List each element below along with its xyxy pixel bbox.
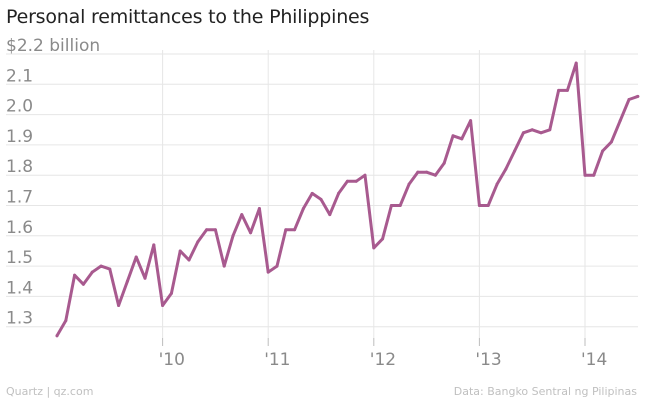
data-point xyxy=(416,170,420,174)
footer-credit: Quartz | qz.com xyxy=(6,385,94,398)
data-point xyxy=(310,191,314,195)
data-point xyxy=(530,128,534,132)
data-point xyxy=(407,182,411,186)
data-point xyxy=(196,240,200,244)
data-point xyxy=(565,88,569,92)
data-point xyxy=(601,149,605,153)
data-point xyxy=(55,334,59,338)
data-point xyxy=(187,258,191,262)
data-point xyxy=(354,179,358,183)
data-point xyxy=(240,213,244,217)
data-point xyxy=(73,273,77,277)
data-point xyxy=(257,207,261,211)
data-point xyxy=(81,282,85,286)
y-tick-label: 2.0 xyxy=(6,97,33,117)
data-point xyxy=(205,228,209,232)
x-tick-label: '14 xyxy=(581,350,607,370)
x-tick-label: '11 xyxy=(264,350,290,370)
data-point xyxy=(460,137,464,141)
footer-source: Data: Bangko Sentral ng Pilipinas xyxy=(453,385,637,398)
data-point xyxy=(539,131,543,135)
data-point xyxy=(381,237,385,241)
data-point xyxy=(328,213,332,217)
data-point xyxy=(521,131,525,135)
data-point xyxy=(495,182,499,186)
data-point xyxy=(389,204,393,207)
data-point xyxy=(477,204,481,207)
data-point xyxy=(557,88,561,92)
y-tick-label: $2.2 billion xyxy=(6,36,100,56)
data-point xyxy=(178,249,182,253)
y-tick-label: 1.9 xyxy=(6,127,33,147)
data-point xyxy=(134,255,138,259)
data-point xyxy=(108,267,112,271)
data-point xyxy=(301,207,305,211)
data-point xyxy=(319,197,323,201)
data-point xyxy=(90,270,94,274)
y-tick-label: 1.5 xyxy=(6,248,33,268)
data-point xyxy=(231,234,235,238)
data-point xyxy=(275,264,279,268)
data-point xyxy=(636,94,640,98)
x-tick-label: '12 xyxy=(370,350,396,370)
data-point xyxy=(627,97,631,101)
data-point xyxy=(372,246,376,250)
data-point xyxy=(592,173,596,177)
data-point xyxy=(609,140,613,144)
y-tick-label: 2.1 xyxy=(6,66,33,86)
data-point xyxy=(222,264,226,268)
data-point xyxy=(213,228,217,232)
chart-title: Personal remittances to the Philippines xyxy=(6,6,370,28)
data-point xyxy=(486,204,490,207)
data-point xyxy=(451,134,455,138)
data-point xyxy=(125,279,129,283)
data-point xyxy=(117,303,121,307)
y-tick-label: 1.8 xyxy=(6,157,33,177)
data-point xyxy=(284,228,288,232)
y-tick-label: 1.3 xyxy=(6,309,33,329)
data-point xyxy=(143,276,147,280)
data-point xyxy=(583,173,587,177)
data-point xyxy=(398,204,402,207)
data-point xyxy=(266,270,270,274)
data-point xyxy=(618,119,622,123)
data-point xyxy=(345,179,349,183)
y-tick-label: 1.7 xyxy=(6,188,33,208)
data-point xyxy=(99,264,103,268)
data-point xyxy=(363,173,367,177)
data-point xyxy=(337,191,341,195)
data-point xyxy=(548,128,552,132)
data-point xyxy=(442,161,446,165)
series-line xyxy=(55,61,640,338)
data-point xyxy=(169,291,173,295)
x-tick-label: '10 xyxy=(159,350,185,370)
data-point xyxy=(513,149,517,153)
data-point xyxy=(504,167,508,171)
data-point xyxy=(469,119,473,123)
data-point xyxy=(433,173,437,177)
data-point xyxy=(293,228,297,232)
data-point xyxy=(249,231,253,235)
y-tick-label: 1.6 xyxy=(6,218,33,238)
data-point xyxy=(161,303,165,307)
data-point xyxy=(64,319,68,323)
data-point xyxy=(425,170,429,174)
x-tick-label: '13 xyxy=(475,350,501,370)
data-point xyxy=(574,61,578,65)
data-point xyxy=(152,243,156,247)
y-tick-label: 1.4 xyxy=(6,278,33,298)
